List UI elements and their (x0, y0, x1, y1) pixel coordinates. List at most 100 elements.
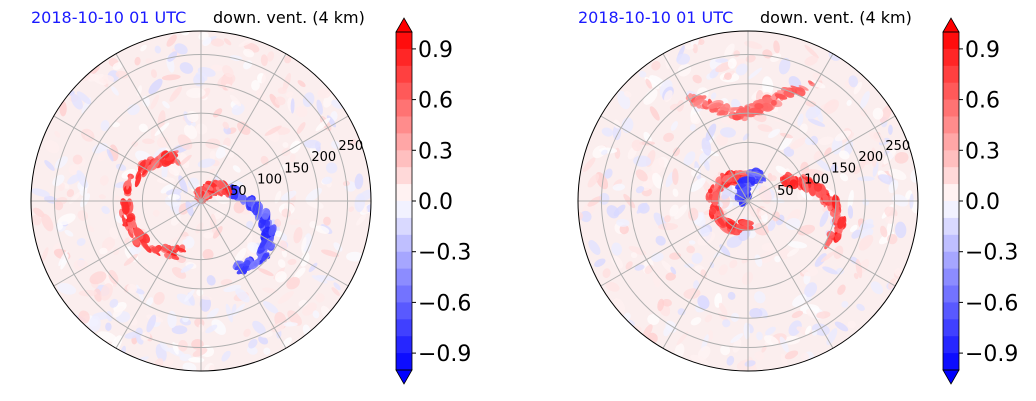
colorbar-segment (396, 302, 412, 320)
field-speckle (588, 240, 601, 255)
field-speckle (710, 92, 717, 100)
field-speckle (744, 360, 756, 367)
field-speckle (804, 55, 818, 66)
radial-tick-label: 250 (885, 139, 910, 154)
field-speckle (262, 287, 278, 294)
field-speckle (300, 252, 310, 267)
field-speckle (780, 353, 788, 366)
field-speckle (715, 58, 729, 63)
field-speckle (72, 154, 83, 165)
colorbar-tick-label: −0.3 (418, 241, 471, 266)
field-speckle (277, 87, 287, 95)
field-speckle (670, 266, 677, 275)
field-cell (133, 227, 144, 240)
field-speckle (894, 221, 907, 239)
field-speckle (641, 178, 655, 191)
field-speckle (263, 347, 271, 355)
field-speckle (767, 220, 776, 232)
field-speckle (700, 269, 707, 280)
field-speckle (834, 321, 849, 332)
colorbar-segment (396, 319, 412, 337)
field-cell (259, 236, 268, 249)
field-speckle (663, 215, 671, 223)
field-speckle (860, 91, 870, 109)
field-speckle (277, 259, 286, 268)
azimuth-gridline (747, 200, 834, 349)
field-speckle (261, 73, 267, 84)
field-speckle (698, 226, 711, 237)
field-speckle (779, 135, 794, 151)
field-speckle (281, 322, 298, 327)
field-speckle (333, 282, 341, 291)
field-speckle (168, 163, 181, 175)
azimuth-gridline (662, 53, 749, 202)
field-speckle (180, 263, 194, 273)
field-cell (257, 247, 268, 260)
field-speckle (856, 303, 865, 311)
field-speckle (651, 157, 665, 175)
field-speckle (635, 169, 648, 182)
field-speckle (741, 257, 749, 264)
field-cell (252, 202, 260, 216)
field-speckle (602, 268, 611, 279)
field-speckle (33, 207, 45, 218)
azimuth-gridline (53, 200, 202, 287)
panel-variable-label: down. vent. (4 km) (760, 8, 912, 27)
field-speckle (41, 247, 49, 262)
field-speckle (774, 255, 781, 263)
colorbar-segment (943, 319, 959, 337)
field-speckle (770, 53, 782, 63)
field-cell (738, 176, 753, 184)
field-speckle (288, 219, 302, 225)
colorbar-segment (396, 116, 412, 134)
field-speckle (630, 252, 638, 259)
field-speckle (76, 238, 86, 246)
field-speckle (206, 275, 216, 286)
field-speckle (203, 232, 214, 239)
field-speckle (819, 210, 829, 227)
colorbar-segment (396, 167, 412, 185)
field-speckle (99, 175, 109, 186)
heatmap-field (578, 31, 918, 371)
field-speckle (79, 185, 88, 197)
field-speckle (175, 254, 186, 264)
field-speckle (317, 88, 332, 99)
field-cell (249, 259, 260, 270)
field-speckle (211, 64, 224, 72)
field-speckle (768, 175, 777, 182)
field-speckle (649, 106, 660, 121)
field-speckle (815, 158, 832, 172)
field-speckle (719, 244, 731, 257)
field-speckle (197, 158, 216, 168)
field-cell (142, 242, 150, 251)
field-speckle (582, 157, 596, 173)
field-speckle (163, 359, 174, 368)
field-speckle (860, 108, 868, 117)
field-speckle (652, 172, 663, 189)
field-speckle (764, 335, 779, 346)
colorbar-extend-max (395, 17, 413, 33)
colorbar-segment (396, 268, 412, 286)
field-speckle (672, 168, 679, 186)
field-speckle (210, 38, 225, 47)
field-speckle (757, 124, 773, 132)
field-speckle (31, 188, 50, 197)
field-speckle (209, 150, 216, 160)
field-speckle (853, 81, 863, 95)
field-speckle (223, 38, 232, 46)
field-speckle (44, 160, 55, 171)
field-speckle (184, 289, 195, 302)
field-speckle (31, 214, 42, 226)
field-speckle (808, 79, 826, 89)
field-speckle (704, 314, 713, 323)
radial-tick-label: 250 (338, 139, 363, 154)
field-speckle (99, 247, 108, 255)
field-speckle (726, 355, 735, 366)
field-cell (229, 184, 239, 200)
field-speckle (234, 247, 247, 265)
azimuth-gridline (200, 115, 349, 202)
field-speckle (823, 99, 839, 115)
field-speckle (657, 298, 665, 312)
field-speckle (674, 204, 688, 220)
